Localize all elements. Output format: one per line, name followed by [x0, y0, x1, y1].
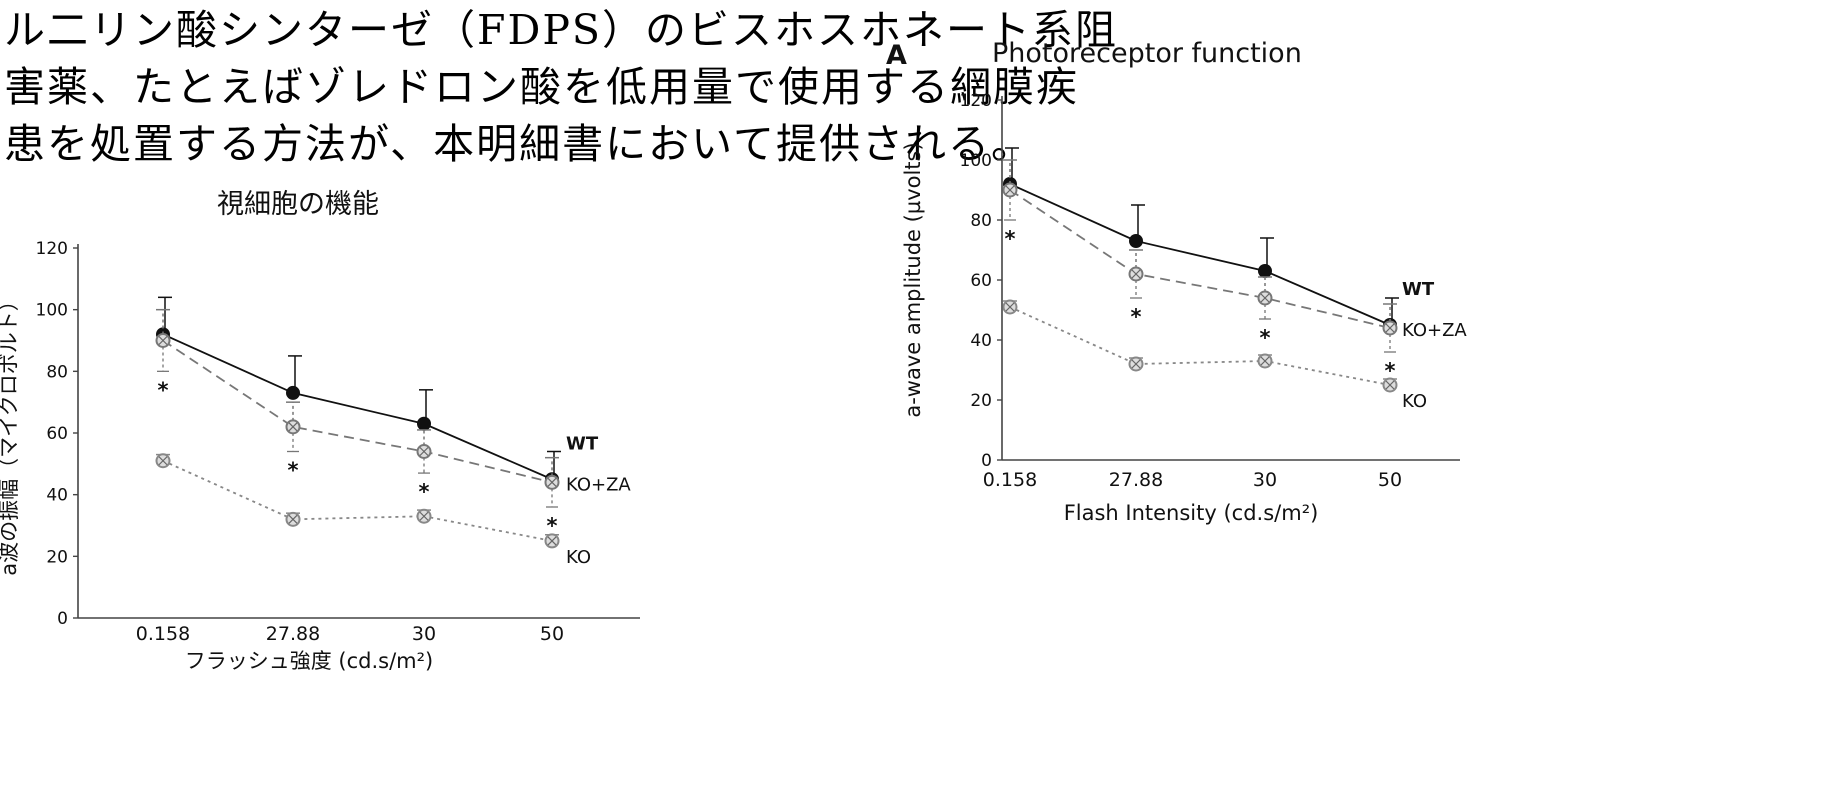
- y-tick-label: 120: [960, 91, 992, 111]
- y-tick-label: 20: [46, 547, 68, 567]
- y-tick-label: 0: [57, 609, 68, 629]
- series-label: WT: [566, 433, 599, 454]
- chart-title: 視細胞の機能: [217, 189, 379, 220]
- chart-title: Photoreceptor function: [992, 38, 1302, 69]
- significance-asterisk: *: [1005, 227, 1016, 251]
- significance-asterisk: *: [419, 480, 430, 504]
- x-tick-label: 50: [1378, 469, 1402, 491]
- x-tick-label: 0.158: [983, 469, 1037, 491]
- y-tick-label: 60: [46, 424, 68, 444]
- x-axis-label: フラッシュ強度 (cd.s/m²): [185, 649, 434, 673]
- x-tick-label: 0.158: [136, 623, 190, 645]
- panel-label: A: [886, 40, 907, 71]
- significance-asterisk: *: [1131, 305, 1142, 329]
- chart-japanese: 視細胞の機能 0 20 40 60 80 100 120 0.158 27.88 30 50 フラッシュ…: [0, 0, 780, 798]
- series-label: KO: [1402, 391, 1427, 412]
- x-tick-label: 27.88: [266, 623, 320, 645]
- significance-asterisk: *: [288, 459, 299, 483]
- y-tick-label: 120: [36, 239, 68, 259]
- series-label: KO: [566, 547, 591, 568]
- y-tick-label: 20: [970, 391, 992, 411]
- significance-asterisk: *: [158, 378, 169, 402]
- x-tick-label: 30: [412, 623, 436, 645]
- series-label: KO+ZA: [1402, 320, 1467, 341]
- data-point: [1258, 264, 1272, 278]
- y-tick-label: 60: [970, 271, 992, 291]
- y-axis-label: a波の振幅（マイクロボルト）: [0, 290, 21, 575]
- data-point: [417, 417, 431, 431]
- x-axis-label: Flash Intensity (cd.s/m²): [1064, 501, 1319, 525]
- y-tick-label: 100: [960, 151, 992, 171]
- series-line-wt: [1010, 184, 1390, 325]
- significance-asterisk: *: [1385, 359, 1396, 383]
- y-tick-label: 80: [970, 211, 992, 231]
- y-tick-label: 40: [970, 331, 992, 351]
- chart-english: APhotoreceptor function0204060801001200.…: [960, 0, 1820, 798]
- y-tick-label: 80: [46, 362, 68, 382]
- y-axis-label: a-wave amplitude (µvolts): [901, 142, 925, 417]
- significance-asterisk: *: [547, 514, 558, 538]
- series-line-ko: [163, 461, 552, 541]
- x-tick-label: 50: [540, 623, 564, 645]
- y-tick-label: 0: [981, 451, 992, 471]
- data-point: [286, 386, 300, 400]
- data-point: [1129, 234, 1143, 248]
- y-tick-label: 40: [46, 486, 68, 506]
- series-label: KO+ZA: [566, 474, 631, 495]
- series-line-ko: [1010, 307, 1390, 385]
- x-tick-label: 27.88: [1109, 469, 1163, 491]
- series-label: WT: [1402, 279, 1435, 300]
- series-line-ko-za: [163, 341, 552, 483]
- significance-asterisk: *: [1260, 326, 1271, 350]
- x-tick-label: 30: [1253, 469, 1277, 491]
- y-tick-label: 100: [36, 301, 68, 321]
- series-line-wt: [163, 334, 552, 479]
